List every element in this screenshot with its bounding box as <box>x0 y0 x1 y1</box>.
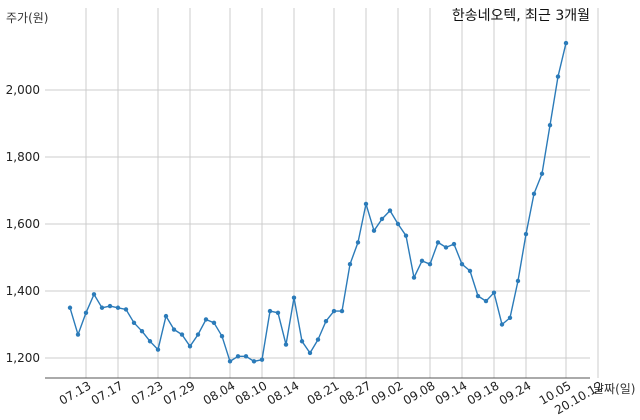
x-tick-label: 08.27 <box>337 378 374 407</box>
data-point <box>539 171 545 176</box>
x-tick-label: 09.18 <box>465 378 502 407</box>
data-point <box>347 262 353 267</box>
data-point <box>451 241 457 247</box>
data-point <box>275 310 281 315</box>
data-point <box>235 354 241 359</box>
data-point <box>267 308 273 314</box>
x-tick-label: 07.17 <box>89 378 126 407</box>
data-point <box>171 327 177 332</box>
data-point <box>331 308 337 314</box>
data-point <box>563 40 569 46</box>
data-point <box>83 310 89 315</box>
chart-title: 한송네오텍, 최근 3개월 <box>452 8 590 24</box>
data-point <box>219 334 225 339</box>
x-tick-label: 07.29 <box>161 378 198 407</box>
x-tick-label: 07.23 <box>129 378 166 407</box>
data-point <box>75 332 81 337</box>
x-tick-label: 08.14 <box>265 378 302 407</box>
data-point <box>307 350 313 356</box>
data-point <box>371 228 377 233</box>
data-point <box>483 298 489 304</box>
data-point <box>411 275 417 280</box>
data-point <box>187 344 193 349</box>
data-point <box>147 339 153 344</box>
series <box>67 40 569 364</box>
data-point <box>227 359 233 364</box>
data-point <box>515 278 521 284</box>
data-point <box>443 245 449 250</box>
data-point <box>419 258 425 264</box>
y-tick-label: 1,600 <box>6 217 40 231</box>
data-point <box>507 315 513 320</box>
data-point <box>211 320 217 326</box>
data-point <box>339 308 345 314</box>
y-tick-label: 1,200 <box>6 351 40 365</box>
data-point <box>323 318 329 324</box>
x-tick-label: 07.13 <box>57 378 94 407</box>
y-tick-label: 1,400 <box>6 284 40 298</box>
data-point <box>243 354 249 359</box>
y-axis-title: 주가(원) <box>6 11 48 25</box>
x-axis-title: 날짜(일) <box>593 382 635 396</box>
x-tick-label: 09.14 <box>433 378 470 407</box>
data-point <box>91 292 97 297</box>
data-point <box>203 317 209 322</box>
data-point <box>259 357 265 362</box>
labels: 주가(원) 한송네오텍, 최근 3개월 날짜(일) 1,200 1,400 1,60… <box>6 8 636 417</box>
data-point <box>195 332 201 337</box>
data-point <box>67 305 73 310</box>
data-point <box>387 208 393 213</box>
x-tick-label: 08.10 <box>233 378 270 407</box>
data-point <box>523 231 529 237</box>
data-point <box>355 240 361 245</box>
data-point <box>155 347 161 352</box>
data-point <box>555 74 561 79</box>
y-tick-label: 1,800 <box>6 150 40 164</box>
data-point <box>435 240 441 245</box>
data-point <box>395 221 401 227</box>
data-point <box>131 320 137 326</box>
x-tick-label: 09.02 <box>369 378 406 407</box>
data-point <box>475 293 481 299</box>
x-tick-label: 08.21 <box>305 378 342 407</box>
data-point <box>403 233 409 238</box>
data-point <box>107 303 113 309</box>
data-point <box>459 262 465 267</box>
data-point <box>251 359 257 364</box>
data-point <box>179 332 185 337</box>
data-point <box>123 307 129 312</box>
data-point <box>499 322 505 327</box>
data-point <box>379 216 385 222</box>
x-tick-label: 08.04 <box>201 378 238 407</box>
series-line <box>69 42 567 363</box>
data-point <box>139 329 145 334</box>
x-tick-label: 09.24 <box>497 378 534 407</box>
data-point <box>315 337 321 342</box>
data-point <box>283 342 289 347</box>
data-point <box>467 268 473 274</box>
data-point <box>531 191 537 197</box>
data-point <box>299 339 305 344</box>
grid <box>45 8 599 378</box>
data-point <box>291 295 297 300</box>
y-tick-label: 2,000 <box>6 83 40 97</box>
data-point <box>115 305 121 310</box>
data-point <box>427 262 433 267</box>
data-point <box>547 122 553 128</box>
data-point <box>163 313 169 319</box>
data-point <box>491 290 497 295</box>
data-point <box>363 201 369 207</box>
data-point <box>99 305 105 310</box>
x-tick-label: 09.08 <box>401 378 438 407</box>
